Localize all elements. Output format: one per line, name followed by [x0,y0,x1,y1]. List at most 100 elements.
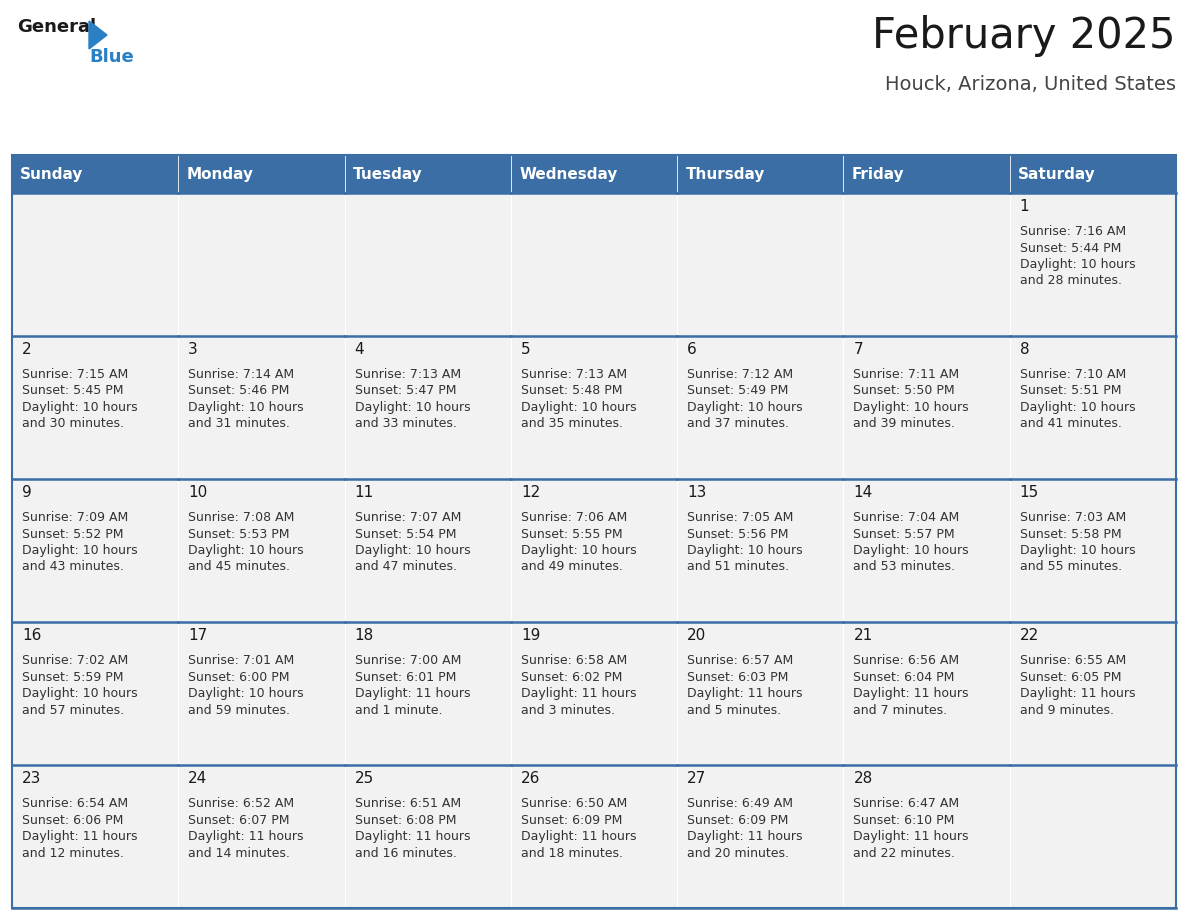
Bar [511,622,677,765]
Text: and 57 minutes.: and 57 minutes. [21,703,124,717]
Text: Sunset: 6:09 PM: Sunset: 6:09 PM [520,813,623,826]
Text: and 45 minutes.: and 45 minutes. [188,561,290,574]
Text: Sunrise: 7:11 AM: Sunrise: 7:11 AM [853,368,960,381]
Text: Sunrise: 7:13 AM: Sunrise: 7:13 AM [520,368,627,381]
Text: and 22 minutes.: and 22 minutes. [853,846,955,859]
Text: and 55 minutes.: and 55 minutes. [1019,561,1121,574]
Text: 25: 25 [354,771,374,786]
Text: Daylight: 10 hours: Daylight: 10 hours [1019,544,1136,557]
Text: and 47 minutes.: and 47 minutes. [354,561,456,574]
Bar [677,622,843,765]
Bar [345,479,511,622]
Bar [843,765,1010,908]
Text: Sunrise: 6:51 AM: Sunrise: 6:51 AM [354,797,461,810]
Text: Daylight: 11 hours: Daylight: 11 hours [687,830,803,843]
Text: Sunrise: 6:50 AM: Sunrise: 6:50 AM [520,797,627,810]
Text: Sunrise: 7:01 AM: Sunrise: 7:01 AM [188,654,295,667]
Text: Sunset: 5:58 PM: Sunset: 5:58 PM [1019,528,1121,541]
Text: and 14 minutes.: and 14 minutes. [188,846,290,859]
Text: and 20 minutes.: and 20 minutes. [687,846,789,859]
Text: 26: 26 [520,771,541,786]
Text: and 1 minute.: and 1 minute. [354,703,442,717]
Bar [1010,155,1176,193]
Bar [843,193,1010,336]
Bar [511,193,677,336]
Text: Sunrise: 7:16 AM: Sunrise: 7:16 AM [1019,225,1126,238]
Bar [12,336,178,479]
Text: and 7 minutes.: and 7 minutes. [853,703,948,717]
Text: Daylight: 10 hours: Daylight: 10 hours [188,401,304,414]
Text: and 51 minutes.: and 51 minutes. [687,561,789,574]
Text: and 3 minutes.: and 3 minutes. [520,703,615,717]
Bar [1010,765,1176,908]
Text: Daylight: 11 hours: Daylight: 11 hours [21,830,138,843]
Text: Daylight: 10 hours: Daylight: 10 hours [188,687,304,700]
Text: Sunrise: 6:55 AM: Sunrise: 6:55 AM [1019,654,1126,667]
Bar [12,155,178,193]
Text: Daylight: 10 hours: Daylight: 10 hours [520,544,637,557]
Text: and 5 minutes.: and 5 minutes. [687,703,782,717]
Text: Thursday: Thursday [685,166,765,182]
Bar [178,479,345,622]
Text: 10: 10 [188,485,208,500]
Text: Daylight: 10 hours: Daylight: 10 hours [21,687,138,700]
Text: and 35 minutes.: and 35 minutes. [520,418,623,431]
Bar [677,155,843,193]
Text: Sunset: 5:50 PM: Sunset: 5:50 PM [853,385,955,397]
Text: Blue: Blue [89,48,134,66]
Text: Daylight: 10 hours: Daylight: 10 hours [687,544,803,557]
Text: Daylight: 10 hours: Daylight: 10 hours [520,401,637,414]
Text: Sunrise: 7:14 AM: Sunrise: 7:14 AM [188,368,295,381]
Bar [843,336,1010,479]
Bar [1010,193,1176,336]
Text: Daylight: 11 hours: Daylight: 11 hours [520,830,637,843]
Text: General: General [17,18,96,36]
Text: 20: 20 [687,628,707,643]
Bar [843,155,1010,193]
Text: 22: 22 [1019,628,1040,643]
Text: Daylight: 11 hours: Daylight: 11 hours [687,687,803,700]
Bar [178,622,345,765]
Text: Friday: Friday [852,166,904,182]
Text: Sunset: 5:59 PM: Sunset: 5:59 PM [21,670,124,684]
Text: Daylight: 11 hours: Daylight: 11 hours [188,830,304,843]
Text: Daylight: 10 hours: Daylight: 10 hours [188,544,304,557]
Text: 27: 27 [687,771,707,786]
Bar [178,193,345,336]
Text: Houck, Arizona, United States: Houck, Arizona, United States [885,75,1176,94]
Polygon shape [89,21,107,49]
Text: Sunrise: 6:57 AM: Sunrise: 6:57 AM [687,654,794,667]
Text: and 16 minutes.: and 16 minutes. [354,846,456,859]
Bar [677,193,843,336]
Text: Sunset: 5:57 PM: Sunset: 5:57 PM [853,528,955,541]
Bar [178,765,345,908]
Text: 9: 9 [21,485,32,500]
Bar [12,193,178,336]
Text: and 41 minutes.: and 41 minutes. [1019,418,1121,431]
Text: Sunset: 5:56 PM: Sunset: 5:56 PM [687,528,789,541]
Text: 15: 15 [1019,485,1040,500]
Text: 17: 17 [188,628,208,643]
Text: Sunrise: 6:52 AM: Sunrise: 6:52 AM [188,797,295,810]
Text: Daylight: 10 hours: Daylight: 10 hours [1019,401,1136,414]
Text: Tuesday: Tuesday [353,166,423,182]
Text: Sunset: 5:45 PM: Sunset: 5:45 PM [21,385,124,397]
Text: and 12 minutes.: and 12 minutes. [21,846,124,859]
Text: Sunset: 6:04 PM: Sunset: 6:04 PM [853,670,955,684]
Text: Sunrise: 7:13 AM: Sunrise: 7:13 AM [354,368,461,381]
Text: Sunrise: 7:06 AM: Sunrise: 7:06 AM [520,511,627,524]
Text: Sunset: 5:44 PM: Sunset: 5:44 PM [1019,241,1121,254]
Text: Daylight: 11 hours: Daylight: 11 hours [520,687,637,700]
Text: Daylight: 10 hours: Daylight: 10 hours [1019,258,1136,271]
Text: and 28 minutes.: and 28 minutes. [1019,274,1121,287]
Text: Saturday: Saturday [1018,166,1095,182]
Text: Daylight: 10 hours: Daylight: 10 hours [354,544,470,557]
Text: Daylight: 11 hours: Daylight: 11 hours [853,687,969,700]
Text: Sunrise: 7:03 AM: Sunrise: 7:03 AM [1019,511,1126,524]
Text: Sunset: 5:52 PM: Sunset: 5:52 PM [21,528,124,541]
Text: and 49 minutes.: and 49 minutes. [520,561,623,574]
Text: Sunset: 6:05 PM: Sunset: 6:05 PM [1019,670,1121,684]
Bar [345,193,511,336]
Bar [345,155,511,193]
Text: 19: 19 [520,628,541,643]
